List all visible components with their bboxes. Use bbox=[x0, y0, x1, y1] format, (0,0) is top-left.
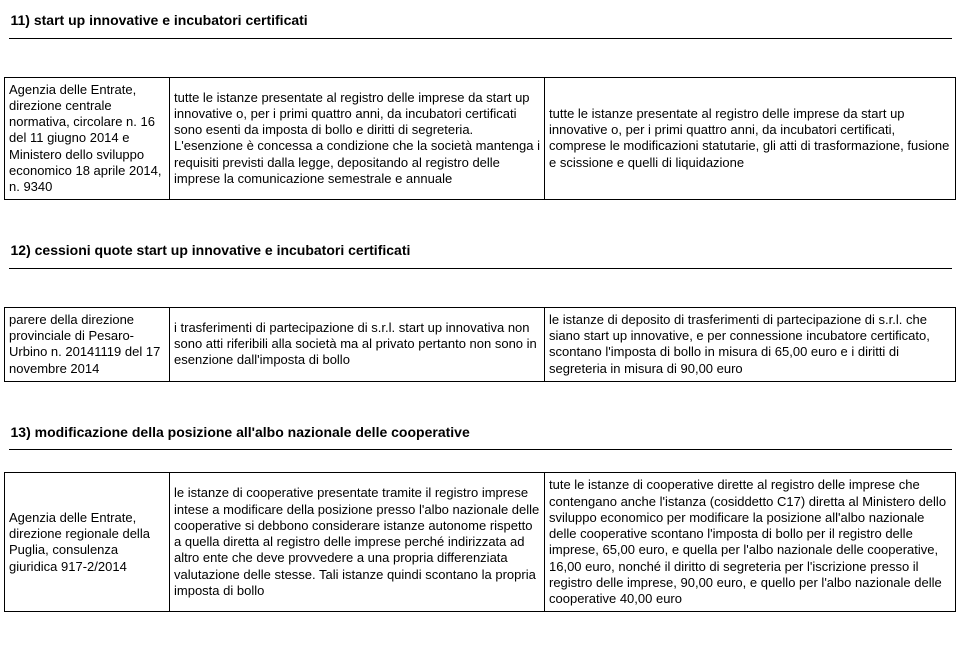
section-title-text: 12) cessioni quote start up innovative e… bbox=[9, 238, 952, 269]
note-cell: le istanze di deposito di trasferimenti … bbox=[545, 307, 956, 381]
note-cell: tutte le istanze presentate al registro … bbox=[545, 77, 956, 200]
table-row: parere della direzione provinciale di Pe… bbox=[5, 307, 956, 381]
document-table: 11) start up innovative e incubatori cer… bbox=[4, 4, 956, 612]
source-cell: Agenzia delle Entrate, direzione regiona… bbox=[5, 473, 170, 612]
table-row: Agenzia delle Entrate, direzione regiona… bbox=[5, 473, 956, 612]
desc-cell: i trasferimenti di partecipazione di s.r… bbox=[170, 307, 545, 381]
source-cell: parere della direzione provinciale di Pe… bbox=[5, 307, 170, 381]
section-title-11: 11) start up innovative e incubatori cer… bbox=[5, 4, 956, 77]
table-row: Agenzia delle Entrate, direzione central… bbox=[5, 77, 956, 200]
section-title-12: 12) cessioni quote start up innovative e… bbox=[5, 200, 956, 308]
section-title-13: 13) modificazione della posizione all'al… bbox=[5, 381, 956, 473]
source-cell: Agenzia delle Entrate, direzione central… bbox=[5, 77, 170, 200]
note-cell: tute le istanze di cooperative dirette a… bbox=[545, 473, 956, 612]
section-title-text: 13) modificazione della posizione all'al… bbox=[9, 420, 952, 451]
desc-cell: tutte le istanze presentate al registro … bbox=[170, 77, 545, 200]
desc-cell: le istanze di cooperative presentate tra… bbox=[170, 473, 545, 612]
section-title-text: 11) start up innovative e incubatori cer… bbox=[9, 8, 952, 39]
